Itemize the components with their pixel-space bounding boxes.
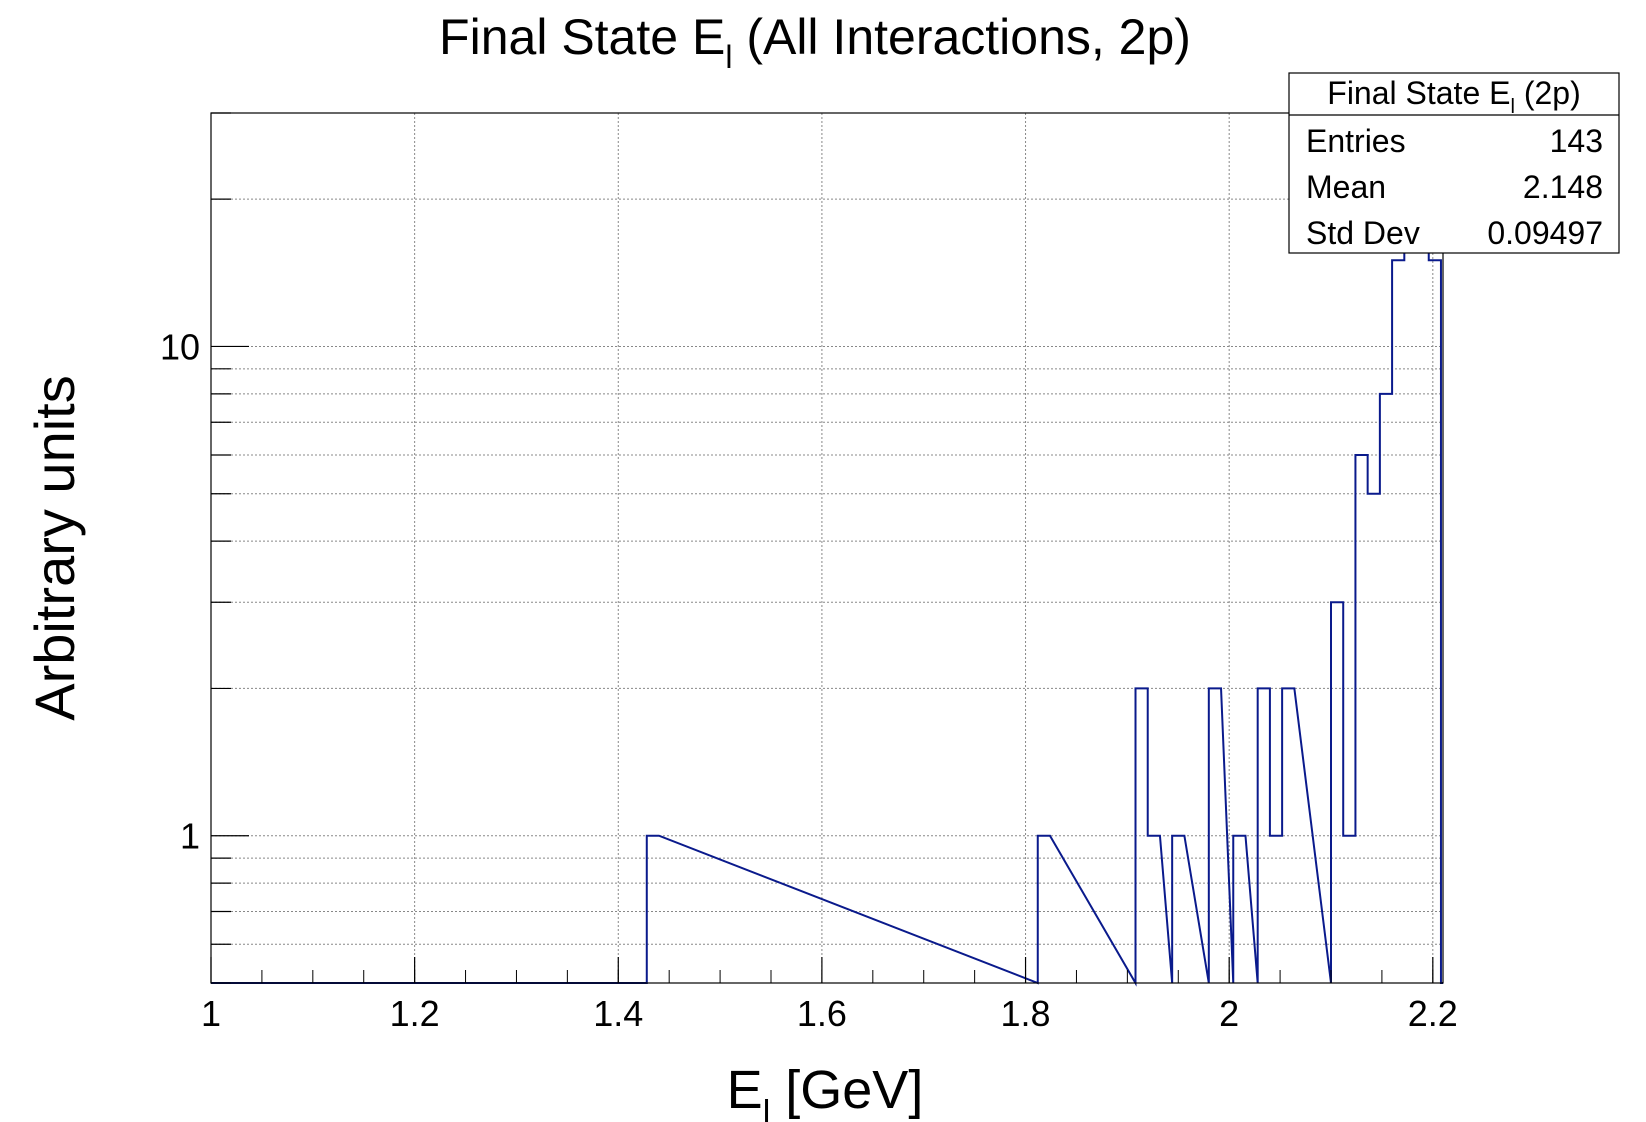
- histogram-bin: [1331, 602, 1343, 983]
- stats-entries-label: Entries: [1306, 123, 1406, 159]
- histogram-bin: [647, 836, 659, 983]
- histogram-bin: [1392, 260, 1404, 983]
- histogram-bin: [1343, 836, 1355, 983]
- histogram-bin: [1136, 688, 1148, 983]
- x-tick-label: 1.8: [1001, 993, 1051, 1034]
- histogram-series: [211, 119, 1443, 987]
- x-tick-label: 1.2: [390, 993, 440, 1034]
- y-axis-label: Arbitrary units: [23, 375, 86, 720]
- plot-frame: [210, 112, 1444, 984]
- stats-entries-value: 143: [1550, 123, 1603, 159]
- histogram-bin: [1233, 836, 1245, 983]
- histogram-bin: [1404, 160, 1416, 983]
- histogram-bin: [1270, 836, 1282, 983]
- stats-stddev-value: 0.09497: [1487, 215, 1603, 251]
- x-tick-label: 1.4: [593, 993, 643, 1034]
- stats-mean-label: Mean: [1306, 169, 1386, 205]
- x-axis-label: El [GeV]: [727, 1060, 924, 1122]
- histogram-bin: [1368, 494, 1380, 983]
- x-tick-label: 2.2: [1408, 993, 1458, 1034]
- stats-box: Final State El (2p) Entries 143 Mean 2.1…: [1288, 72, 1620, 254]
- histogram-bin: [1172, 836, 1184, 983]
- histogram-bin: [1429, 260, 1441, 983]
- x-tick-label: 1: [201, 993, 221, 1034]
- stats-stddev-label: Std Dev: [1306, 215, 1420, 251]
- stats-box-frame: [1288, 72, 1620, 254]
- x-tick-label: 2: [1219, 993, 1239, 1034]
- y-axis-ticks: 1 10: [160, 112, 249, 984]
- histogram-bin: [1380, 394, 1392, 983]
- histogram-bin: [1282, 688, 1294, 983]
- histogram-bin: [1038, 836, 1050, 983]
- y-tick-label: 1: [180, 816, 200, 857]
- x-tick-label: 1.6: [797, 993, 847, 1034]
- histogram-outline: [211, 119, 1443, 987]
- histogram-bin: [1355, 455, 1367, 983]
- stats-mean-value: 2.148: [1523, 169, 1603, 205]
- histogram-bin: [1209, 688, 1221, 983]
- chart-title: Final State El (All Interactions, 2p): [439, 9, 1191, 75]
- x-axis-ticks: 1 1.2 1.4 1.6 1.8 2 2.2: [201, 957, 1458, 1034]
- stats-box-title: Final State El (2p): [1327, 75, 1580, 118]
- histogram-bin: [1258, 688, 1270, 983]
- y-tick-label: 10: [160, 326, 200, 367]
- histogram-bin: [1148, 836, 1160, 983]
